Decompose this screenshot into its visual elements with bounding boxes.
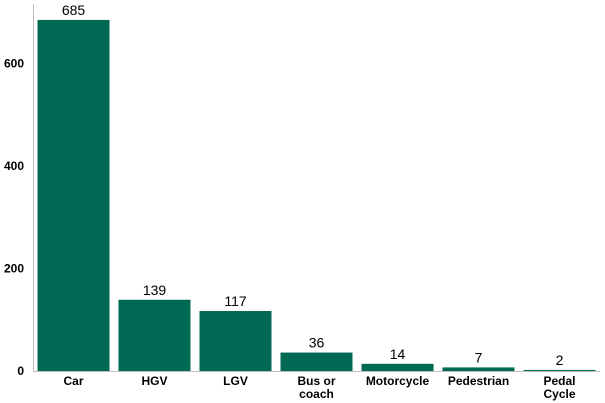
x-tick-label: Motorcycle <box>366 374 430 388</box>
x-tick-label: Pedestrian <box>448 374 509 388</box>
x-tick-label: coach <box>299 387 334 401</box>
y-tick-label: 400 <box>4 159 24 173</box>
x-tick-label: Car <box>63 374 83 388</box>
bar <box>280 352 353 371</box>
data-label: 685 <box>62 2 86 18</box>
data-label: 14 <box>390 346 406 362</box>
x-tick-label: Pedal <box>543 374 575 388</box>
bar <box>199 311 272 371</box>
x-tick-label: LGV <box>223 374 248 388</box>
data-label: 36 <box>309 335 325 351</box>
y-tick-label: 600 <box>4 57 24 71</box>
x-tick-label: HGV <box>141 374 167 388</box>
y-tick-label: 200 <box>4 262 24 276</box>
y-tick-label: 0 <box>17 364 24 378</box>
x-tick-label: Bus or <box>297 374 335 388</box>
data-label: 2 <box>556 352 564 368</box>
bar <box>118 299 191 371</box>
x-tick-label: Cycle <box>543 387 575 401</box>
data-label: 7 <box>475 349 483 365</box>
bar <box>523 369 596 371</box>
bar <box>361 363 434 371</box>
bar <box>442 367 515 371</box>
data-label: 117 <box>224 293 247 309</box>
bar <box>37 19 110 371</box>
data-label: 139 <box>143 282 167 298</box>
